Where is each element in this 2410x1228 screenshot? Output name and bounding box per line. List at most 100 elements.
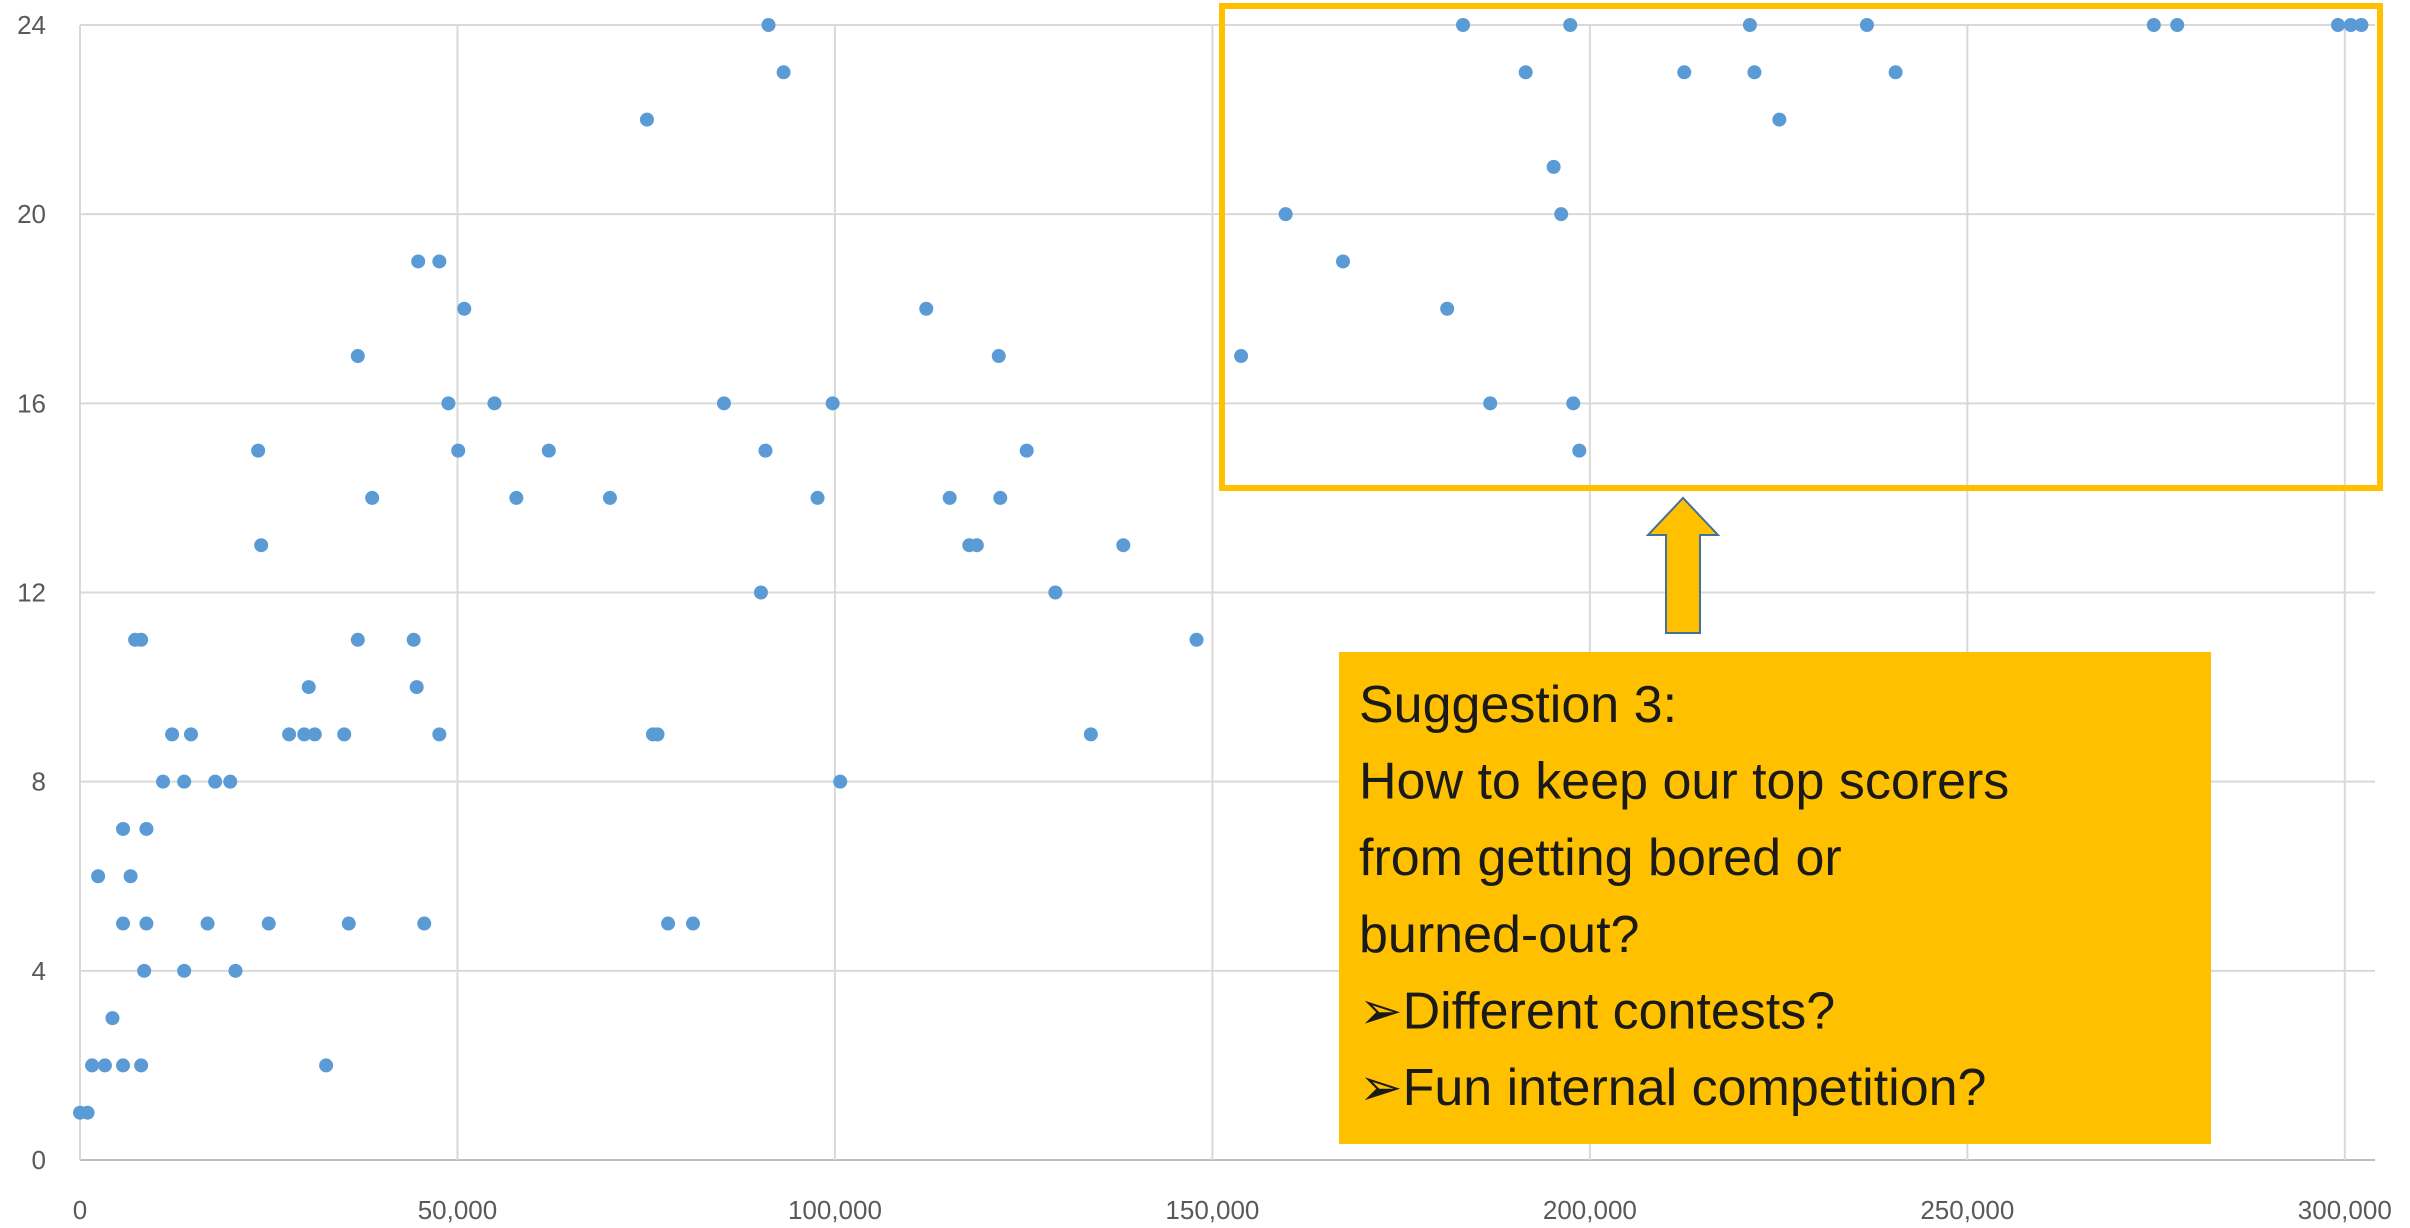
point bbox=[686, 916, 701, 931]
point bbox=[1742, 18, 1757, 32]
point bbox=[156, 774, 171, 789]
point bbox=[134, 1058, 149, 1073]
y-tick-label: 4 bbox=[32, 956, 46, 986]
point bbox=[2354, 18, 2369, 32]
x-tick-label: 200,000 bbox=[1543, 1195, 1637, 1225]
point bbox=[165, 727, 180, 742]
point bbox=[441, 396, 456, 411]
point bbox=[650, 727, 665, 742]
point bbox=[1116, 538, 1131, 553]
point bbox=[991, 349, 1006, 364]
point bbox=[307, 727, 322, 742]
callout-box bbox=[1339, 652, 2211, 1144]
callout-text: ➢Different contests? bbox=[1359, 982, 1835, 1040]
point bbox=[919, 301, 934, 316]
highlight-box bbox=[1219, 3, 2383, 491]
point bbox=[123, 869, 138, 884]
x-tick-label: 100,000 bbox=[788, 1195, 882, 1225]
point bbox=[85, 1058, 100, 1073]
point bbox=[432, 727, 447, 742]
point bbox=[1566, 396, 1581, 411]
point bbox=[1019, 443, 1034, 458]
point bbox=[993, 490, 1008, 505]
point bbox=[942, 490, 957, 505]
callout-text: burned-out? bbox=[1359, 906, 1639, 964]
arrow bbox=[1645, 496, 1721, 634]
point bbox=[350, 349, 365, 364]
point bbox=[297, 727, 312, 742]
point bbox=[761, 18, 776, 32]
point bbox=[639, 112, 654, 127]
x-tick-label: 50,000 bbox=[418, 1195, 498, 1225]
point bbox=[411, 254, 426, 269]
point bbox=[1772, 112, 1787, 127]
point bbox=[1518, 65, 1533, 80]
point bbox=[487, 396, 502, 411]
point bbox=[1278, 207, 1293, 222]
point bbox=[1336, 254, 1351, 269]
point bbox=[337, 727, 352, 742]
point bbox=[139, 821, 154, 836]
y-tick-label: 8 bbox=[32, 767, 46, 797]
x-tick-label: 0 bbox=[73, 1195, 87, 1225]
point bbox=[1747, 65, 1762, 80]
point bbox=[208, 774, 223, 789]
y-tick-label: 20 bbox=[17, 199, 46, 229]
callout-text: ➢Fun internal competition? bbox=[1359, 1059, 1986, 1117]
point bbox=[509, 490, 524, 505]
callout-text: How to keep our top scorers bbox=[1359, 753, 2009, 811]
point bbox=[810, 490, 825, 505]
x-tick-label: 150,000 bbox=[1165, 1195, 1259, 1225]
point bbox=[417, 916, 432, 931]
point bbox=[825, 396, 840, 411]
point bbox=[301, 680, 316, 695]
point bbox=[139, 916, 154, 931]
point bbox=[105, 1011, 120, 1026]
point bbox=[406, 632, 421, 647]
point bbox=[1483, 396, 1498, 411]
point bbox=[969, 538, 984, 553]
callout-text: from getting bored or bbox=[1359, 829, 1842, 887]
point bbox=[1440, 301, 1455, 316]
point bbox=[177, 963, 192, 978]
callout-text: Suggestion 3: bbox=[1359, 676, 1677, 734]
point bbox=[758, 443, 773, 458]
x-tick-label: 300,000 bbox=[2298, 1195, 2392, 1225]
point bbox=[409, 680, 424, 695]
y-tick-label: 0 bbox=[32, 1145, 46, 1175]
point bbox=[432, 254, 447, 269]
point bbox=[183, 727, 198, 742]
point bbox=[753, 585, 768, 600]
point bbox=[1189, 632, 1204, 647]
point bbox=[97, 1058, 112, 1073]
point bbox=[223, 774, 238, 789]
point bbox=[116, 821, 131, 836]
point bbox=[91, 869, 106, 884]
point bbox=[282, 727, 297, 742]
point bbox=[457, 301, 472, 316]
point bbox=[661, 916, 676, 931]
point bbox=[2331, 18, 2346, 32]
point bbox=[1554, 207, 1569, 222]
point bbox=[2343, 18, 2358, 32]
point bbox=[365, 490, 380, 505]
point bbox=[2146, 18, 2161, 32]
point bbox=[1563, 18, 1578, 32]
point bbox=[1083, 727, 1098, 742]
point bbox=[251, 443, 266, 458]
point bbox=[833, 774, 848, 789]
point bbox=[1888, 65, 1903, 80]
y-tick-label: 12 bbox=[17, 578, 46, 608]
point bbox=[2170, 18, 2185, 32]
point bbox=[261, 916, 276, 931]
x-tick-label: 250,000 bbox=[1920, 1195, 2014, 1225]
point bbox=[1677, 65, 1692, 80]
point bbox=[134, 632, 149, 647]
y-tick-label: 16 bbox=[17, 388, 46, 418]
point bbox=[1048, 585, 1063, 600]
point bbox=[80, 1105, 95, 1120]
point bbox=[1234, 349, 1249, 364]
point bbox=[716, 396, 731, 411]
point bbox=[177, 774, 192, 789]
